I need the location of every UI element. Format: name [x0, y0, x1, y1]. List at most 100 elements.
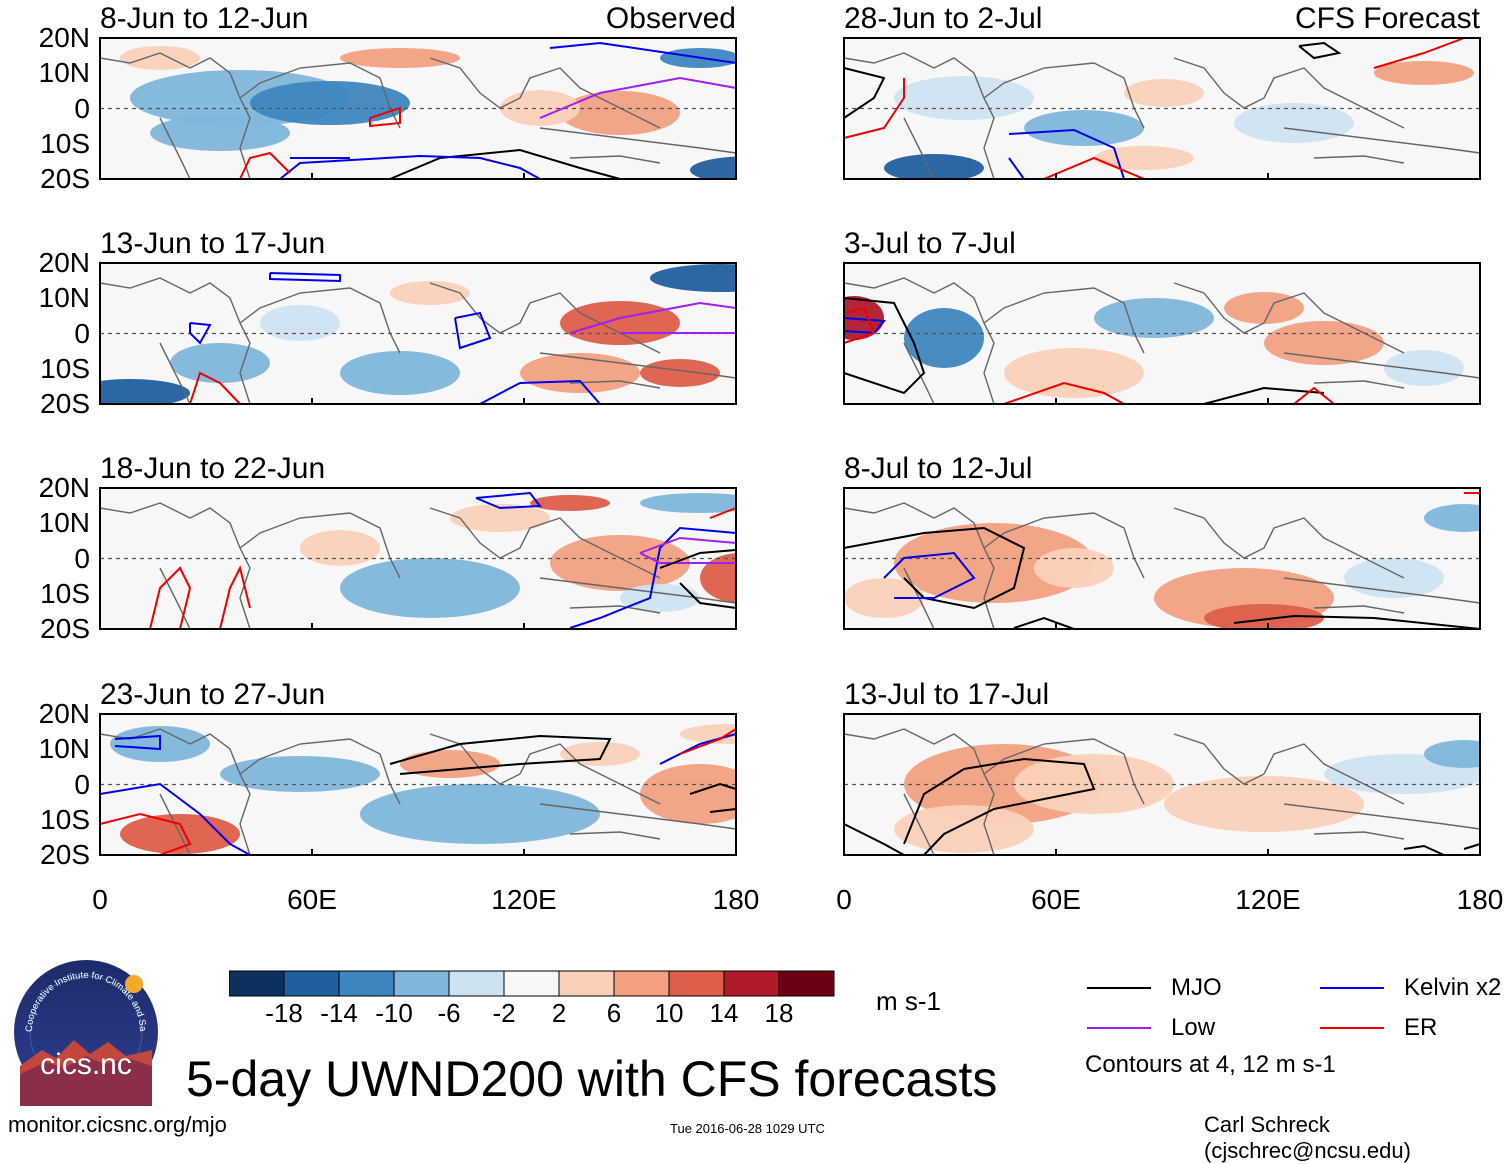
y-tick-label: 10N [38, 57, 90, 89]
wave-contour [1373, 37, 1465, 69]
wave-contour [709, 507, 737, 519]
wave-contour [569, 301, 737, 334]
anomaly-shading [1004, 348, 1144, 398]
x-tick-label: 180 [1456, 884, 1504, 915]
anomaly-shading [690, 156, 737, 180]
colorbar-level: 6 [606, 998, 622, 1028]
x-tick-label: 60E [1031, 884, 1081, 915]
colorbar-swatch [558, 970, 615, 997]
wave-contour [149, 566, 192, 630]
wave-contour [1008, 128, 1126, 180]
anomaly-shading [680, 724, 737, 744]
anomaly-shading [260, 305, 340, 341]
anomaly-shading [844, 578, 924, 618]
legend-label: MJO [1171, 974, 1222, 1001]
anomaly-shading [530, 495, 610, 511]
map-panel [99, 37, 737, 180]
colorbar-swatch [668, 970, 725, 997]
anomaly-shading [640, 359, 720, 387]
anomaly-shading [560, 301, 680, 345]
wave-contour [475, 491, 542, 510]
anomaly-shading [560, 742, 640, 766]
wave-contour [1293, 386, 1335, 405]
map-panel [99, 713, 737, 856]
wave-contour [269, 272, 341, 283]
wave-contour [679, 728, 737, 755]
wave-contour [1233, 614, 1481, 630]
anomaly-shading [400, 750, 500, 778]
colorbar-swatch [229, 970, 285, 997]
anomaly-shading [300, 530, 380, 566]
y-tick-label: 20N [38, 472, 90, 503]
anomaly-shading [560, 91, 680, 135]
wave-contour [843, 297, 926, 395]
anomaly-shading [450, 504, 550, 532]
anomaly-shading [520, 353, 640, 393]
y-tick-label: 0 [74, 542, 90, 574]
map-panel [99, 487, 737, 630]
anomaly-shading [1384, 350, 1464, 386]
legend-line [1320, 987, 1384, 989]
colorbar-swatch [723, 970, 780, 997]
anomaly-shading [170, 343, 270, 383]
colorbar-units: m s-1 [876, 986, 941, 1016]
panel-title: 13-Jul to 17-Jul [844, 678, 1050, 711]
y-tick-label: 0 [74, 768, 90, 800]
anomaly-shading [904, 308, 984, 368]
panel-title: 18-Jun to 22-Jun [100, 452, 326, 485]
legend-line [1087, 1027, 1151, 1029]
colorbar-level: 10 [654, 998, 684, 1028]
chart-title: 5-day UWND200 with CFS forecasts [186, 1051, 998, 1107]
anomaly-shading [1034, 548, 1114, 588]
column-heading: Observed [605, 2, 736, 35]
anomaly-shading [640, 764, 737, 824]
anomaly-shading [1374, 61, 1474, 85]
y-tick-label: 20N [38, 247, 90, 278]
anomaly-shading [340, 351, 460, 395]
colorbar-swatch [338, 970, 395, 997]
x-tick-label: 0 [836, 884, 852, 915]
anomaly-shading [894, 523, 1094, 603]
wave-contour [389, 734, 612, 775]
y-tick-label: 20N [38, 698, 90, 729]
colorbar-swatch [393, 970, 450, 997]
column-heading: CFS Forecast [1294, 2, 1480, 35]
anomaly-shading [99, 379, 190, 405]
wave-contour [1043, 156, 1145, 180]
panel-title: 23-Jun to 27-Jun [100, 678, 326, 711]
legend-label: Low [1171, 1014, 1216, 1041]
colorbar-swatch [778, 970, 835, 997]
colorbar-swatch [283, 970, 340, 997]
y-tick-label: 10S [40, 352, 90, 384]
y-tick-label: 20S [40, 613, 90, 644]
wave-contour [389, 148, 621, 180]
wave-contour [369, 106, 401, 128]
panel-title: 3-Jul to 7-Jul [844, 227, 1016, 260]
wave-contour [843, 78, 905, 139]
anomaly-shading [700, 553, 737, 603]
y-tick-label: 10N [38, 282, 90, 314]
y-tick-label: 20S [40, 388, 90, 419]
y-tick-label: 0 [74, 317, 90, 349]
legend-line [1320, 1027, 1384, 1029]
colorbar-level: 14 [709, 998, 739, 1028]
wave-contour [883, 551, 976, 599]
y-tick-label: 10S [40, 577, 90, 609]
footer-author: Carl Schreck (cjschrec@ncsu.edu) [1204, 1112, 1411, 1163]
wave-contour [239, 151, 291, 180]
anomaly-shading [150, 115, 290, 151]
contour-note: Contours at 4, 12 m s-1 [1085, 1051, 1336, 1078]
colorbar-level: 2 [551, 998, 567, 1028]
colorbar-swatch [613, 970, 670, 997]
map-panel [843, 37, 1481, 180]
footer-url[interactable]: monitor.cicsnc.org/mjo [8, 1112, 227, 1137]
colorbar-level: -18 [265, 998, 303, 1028]
x-tick-label: 60E [287, 884, 337, 915]
anomaly-shading [1124, 79, 1204, 107]
anomaly-shading [640, 493, 737, 513]
y-tick-label: 20S [40, 839, 90, 870]
wave-contour [279, 154, 541, 180]
anomaly-shading [1204, 604, 1324, 630]
legend-line [1087, 987, 1151, 989]
colorbar-swatch [448, 970, 505, 997]
